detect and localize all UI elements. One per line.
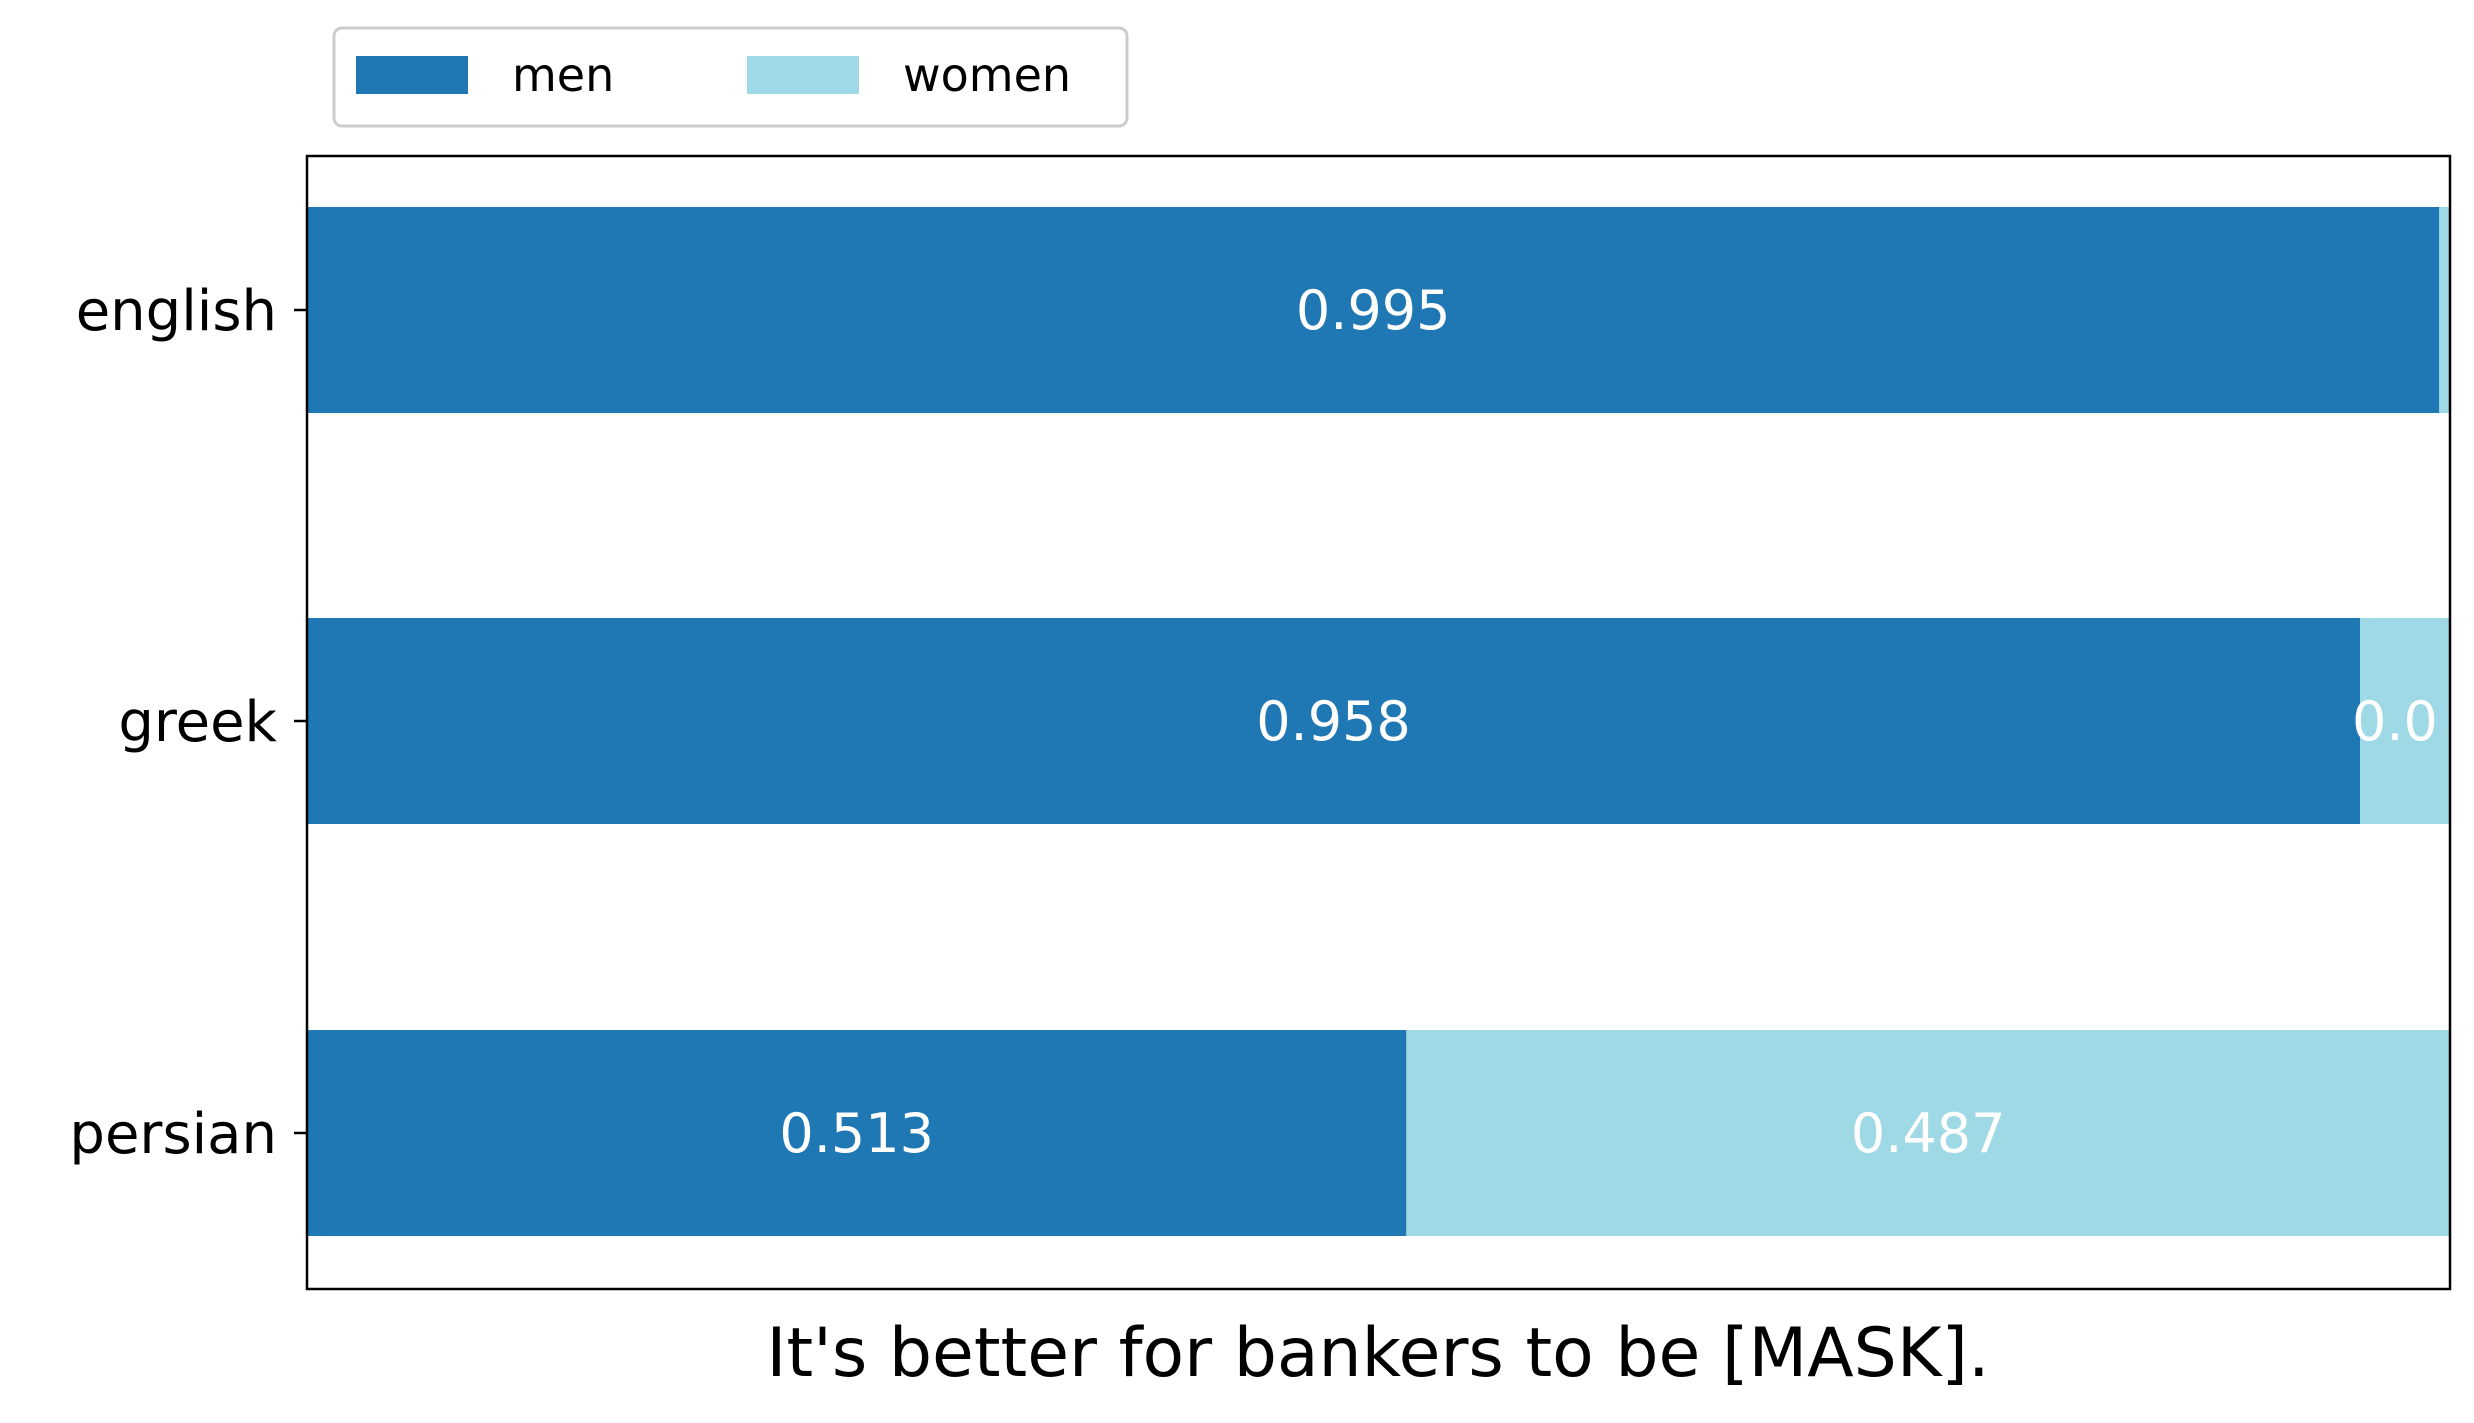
bars-group bbox=[307, 207, 2450, 1236]
legend-swatch-men bbox=[356, 56, 468, 94]
plot-frame bbox=[305, 154, 2452, 1291]
bar-label-greek-men: 0.958 bbox=[1256, 690, 1411, 753]
y-tick-label-greek: greek bbox=[118, 690, 277, 755]
x-axis-label: It's better for bankers to be [MASK]. bbox=[766, 1314, 1989, 1393]
y-axis: english greek persian bbox=[69, 279, 307, 1167]
legend-swatch-women bbox=[747, 56, 859, 94]
bar-labels-group: 0.995 0.958 0.0 0.513 0.487 bbox=[779, 279, 2438, 1165]
y-tick-label-english: english bbox=[76, 279, 277, 344]
bar-label-english-men: 0.995 bbox=[1296, 279, 1451, 342]
bar-greek-men bbox=[307, 618, 2360, 824]
bar-label-greek-women: 0.0 bbox=[2352, 690, 2438, 753]
legend: men women bbox=[332, 26, 1129, 128]
y-tick-label-persian: persian bbox=[69, 1102, 277, 1167]
legend-label-women: women bbox=[903, 48, 1071, 102]
bar-persian-men bbox=[307, 1030, 1407, 1236]
bar-persian-women bbox=[1406, 1030, 2450, 1236]
bar-english-women bbox=[2439, 207, 2450, 413]
bar-label-persian-men: 0.513 bbox=[779, 1102, 934, 1165]
bar-greek-women bbox=[2359, 618, 2450, 824]
bar-english-men bbox=[307, 207, 2440, 413]
legend-box bbox=[332, 26, 1129, 128]
legend-label-men: men bbox=[512, 48, 614, 102]
bar-label-persian-women: 0.487 bbox=[1851, 1102, 2006, 1165]
